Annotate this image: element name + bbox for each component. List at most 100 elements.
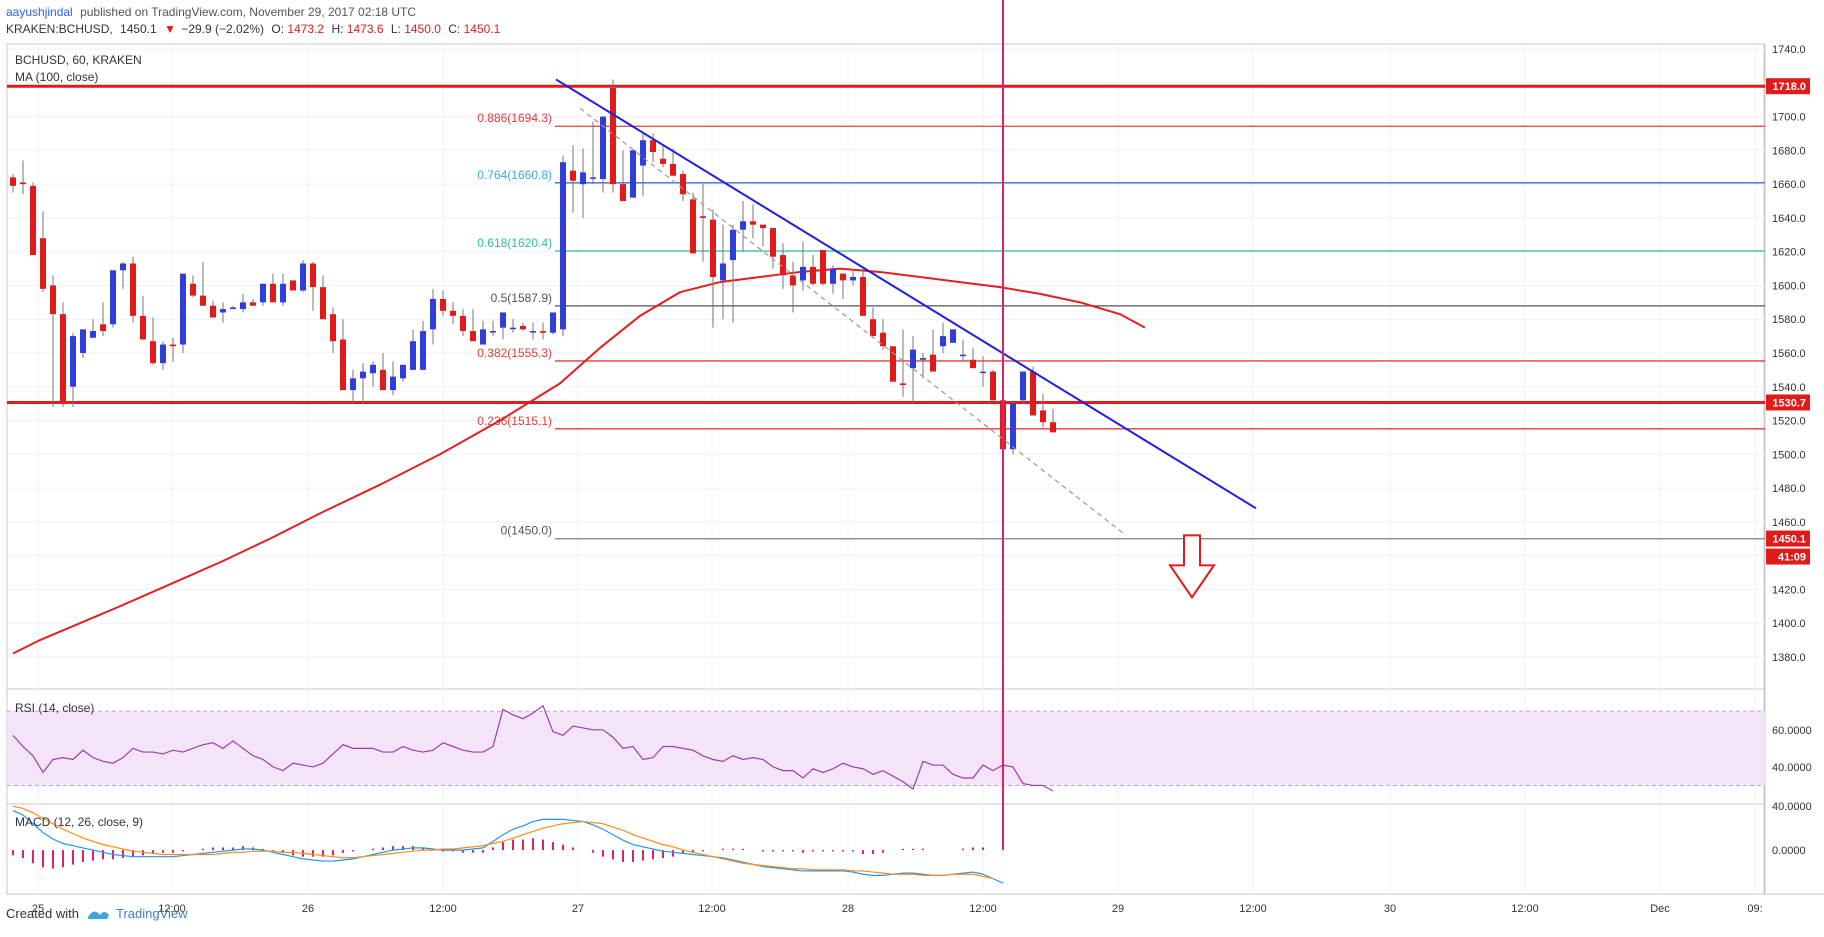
open-value: 1473.2 [287,22,324,36]
candle-body [870,319,876,337]
candle-body [990,371,996,401]
candle-body [440,298,446,311]
candle-body [390,376,396,391]
candle-body [1010,403,1016,450]
candle-body [960,354,966,357]
candle-body [830,268,836,284]
macd-tick-label: 40.0000 [1772,801,1812,813]
candle-body [430,298,436,330]
candle-body [720,263,726,281]
author-link[interactable]: aayushjindal [6,5,73,19]
high-label: H: [331,22,343,36]
tradingview-cloud-icon [88,911,109,919]
close-label: C: [448,22,460,36]
candle-body [810,266,816,284]
time-tick-label: Dec [1650,903,1670,915]
header-line: aayushjindal published on TradingView.co… [6,5,416,19]
macd-legend: MACD (12, 26, close, 9) [15,815,143,829]
candle-body [130,263,136,316]
fib-level-label: 0.5(1587.9) [491,291,552,305]
candle-body [40,238,46,289]
time-tick-label: 12:00 [698,903,726,915]
price-tick-label: 1740.0 [1772,44,1806,56]
down-triangle-icon: ▼ [164,22,176,36]
time-axis: 25 12:00 26 12:00 27 12:00 28 12:00 29 12:00 30 12:… [32,903,1763,915]
main-pane[interactable] [6,43,1765,690]
candle-body [330,314,336,342]
candle-body [670,163,676,176]
candle-body [950,329,956,343]
close-value: 1450.1 [464,22,501,36]
candle-body [400,364,406,379]
candle-body [230,307,236,310]
price-tick-label: 1400.0 [1772,618,1806,630]
candle-body [260,283,266,303]
candle-body [1030,371,1036,416]
price-tick-label: 1460.0 [1772,517,1806,529]
high-value: 1473.6 [347,22,384,36]
low-label: L: [391,22,401,36]
price-tick-label: 1620.0 [1772,247,1806,259]
ma-layer [12,267,1146,655]
candle-body [820,249,826,284]
macd-layer: 40.0000 0.0000 [12,0,1812,884]
candle-body [970,359,976,369]
fib-level-label: 0.764(1660.8) [477,168,552,182]
candle-body [1050,422,1056,433]
fib-level-label: 0.618(1620.4) [477,236,552,250]
candle-body [650,140,656,153]
candle-body [590,177,596,179]
candle-body [480,329,486,345]
macd-tick-label: 0.0000 [1772,845,1806,857]
candle-body [190,283,196,296]
candle-body [10,177,16,186]
time-tick-label: 27 [572,903,584,915]
macd-signal-line [12,805,994,880]
candle-body [1040,410,1046,423]
time-tick-label: 12:00 [1511,903,1539,915]
candle-body [370,364,376,374]
candle-body [160,344,166,364]
candle-body [690,199,696,254]
candle-body [740,221,746,230]
candle-body [200,295,206,306]
price-badge [1766,394,1810,411]
price-tick-label: 1700.0 [1772,112,1806,124]
candle-body [70,336,76,387]
candle-body [630,150,636,198]
candle-body [980,371,986,374]
candle-body [710,219,716,278]
macd-pane[interactable] [6,803,1765,895]
candle-body [270,283,276,303]
rsi-tick-label: 40.0000 [1772,762,1812,774]
fib-levels: 0.886(1694.3) 0.764(1660.8) 0.618(1620.4) 0… [7,84,1765,540]
macd-line [12,810,1004,884]
low-value: 1450.0 [404,22,441,36]
candle-body [30,185,36,256]
main-legend-symbol: BCHUSD, 60, KRAKEN [15,53,142,67]
candle-body [850,277,856,281]
candle-body [460,315,466,332]
drawings [555,78,1257,600]
candle-body [470,331,476,342]
price-badge-text: 1530.7 [1772,397,1806,409]
candle-body [680,174,686,195]
candle-body [220,309,226,313]
time-tick-label: 12:00 [969,903,997,915]
candles [10,79,1056,455]
candle-body [20,182,26,185]
price-tick-label: 1560.0 [1772,348,1806,360]
down-arrow-icon [1168,534,1216,600]
candle-body [180,273,186,345]
price-tick-label: 1480.0 [1772,483,1806,495]
symbol-text: KRAKEN:BCHUSD, [6,22,113,36]
price-tick-label: 1580.0 [1772,314,1806,326]
candle-body [520,325,526,330]
tradingview-brand[interactable]: TradingView [116,906,188,921]
price-badge [1766,78,1810,95]
candle-body [110,270,116,325]
candle-body [600,116,606,180]
price-axis: 1740.01720.01700.01680.01660.01640.01620… [1766,44,1810,664]
